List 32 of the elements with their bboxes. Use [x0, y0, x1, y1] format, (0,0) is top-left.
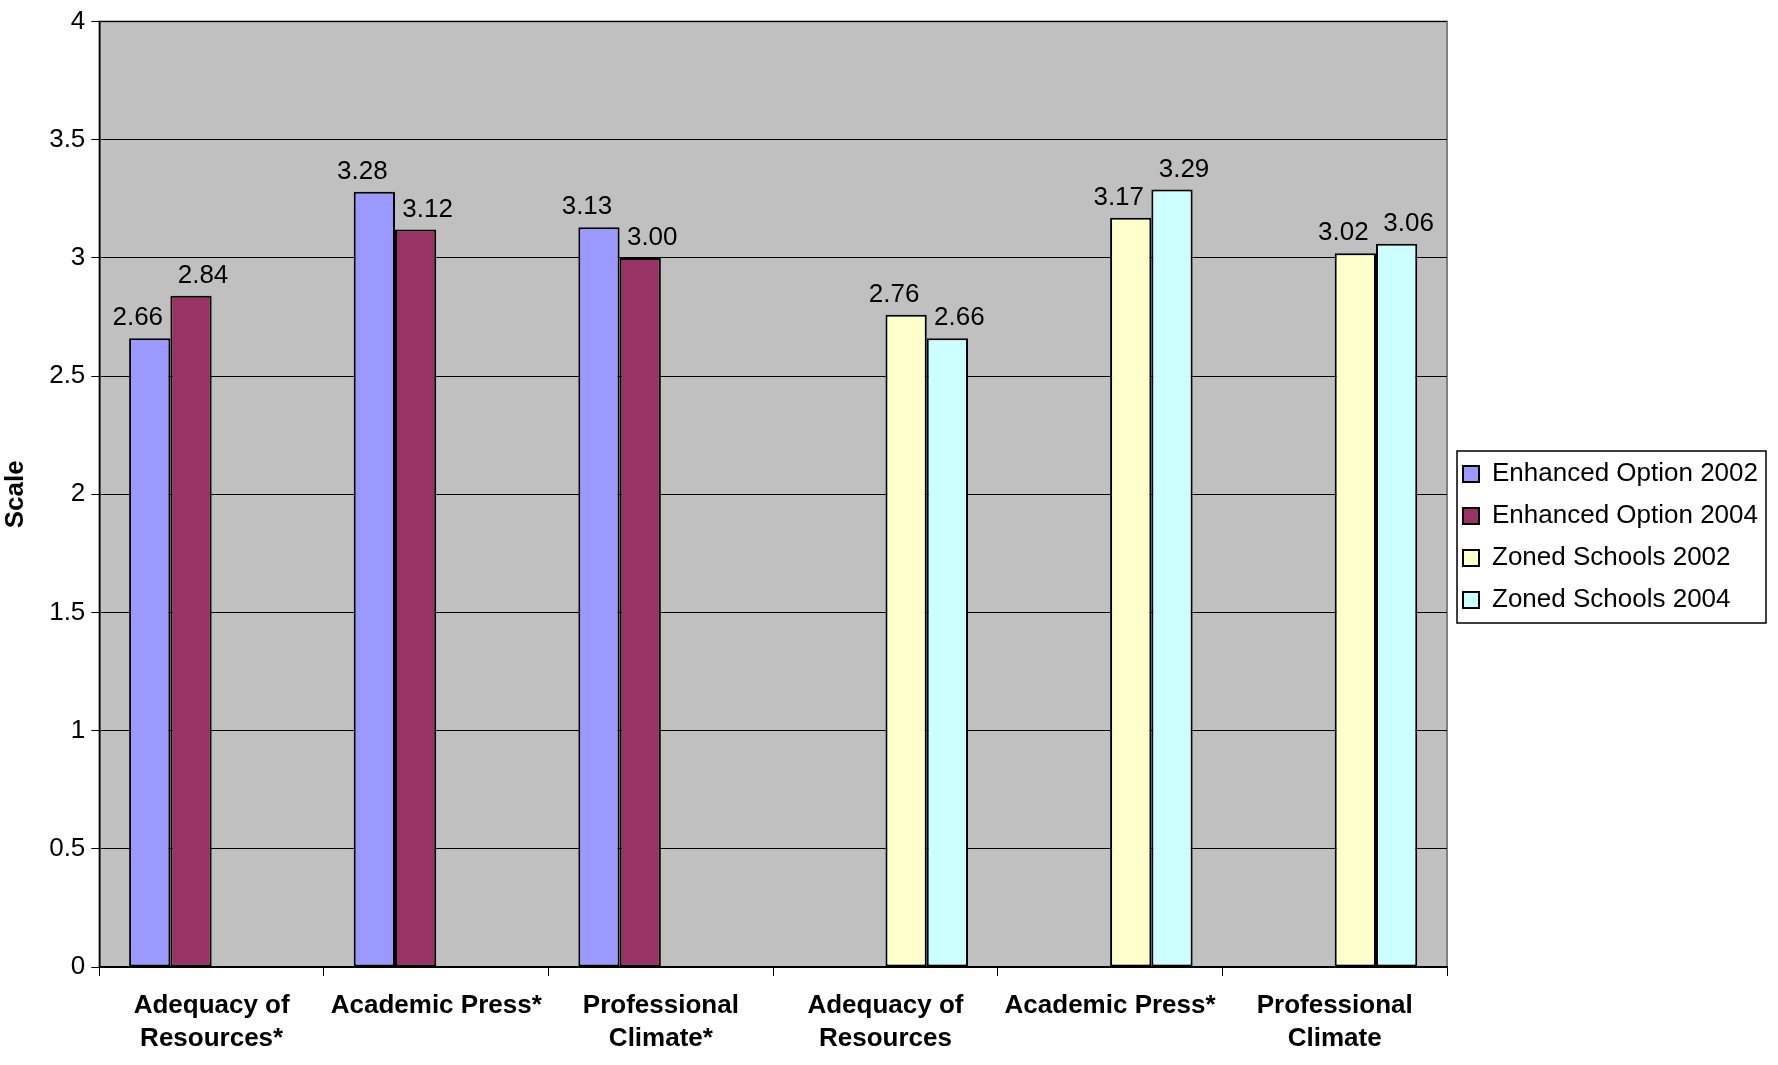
y-tick-label: 3.5 [49, 122, 86, 153]
data-label: 2.66 [934, 301, 985, 332]
legend-label: Enhanced Option 2002 [1492, 457, 1759, 488]
y-tick-label: 2 [70, 477, 86, 508]
x-tick-label: Academic Press* [330, 989, 543, 1020]
y-tick-label: 4 [70, 4, 86, 35]
x-tick-label: Professional Climate [1256, 989, 1413, 1052]
data-label: 3.06 [1383, 206, 1434, 237]
data-label: 2.66 [112, 301, 164, 332]
y-axis-title: Scale [0, 460, 29, 529]
legend-label: Zoned Schools 2002 [1492, 541, 1731, 572]
legend-label: Enhanced Option 2004 [1492, 499, 1759, 530]
x-tick-label: Adequacy of Resources* [133, 989, 290, 1052]
x-tick-label: Academic Press* [1004, 989, 1217, 1020]
data-label: 2.76 [868, 277, 920, 308]
legend-label: Zoned Schools 2004 [1492, 583, 1731, 614]
data-label: 3.17 [1093, 180, 1145, 211]
y-tick-label: 0 [70, 950, 86, 981]
data-label: 3.02 [1318, 216, 1369, 247]
x-tick-label: Professional Climate* [582, 989, 739, 1052]
y-tick-label: 3 [70, 241, 86, 272]
y-tick-label: 0.5 [49, 832, 86, 862]
data-label: 3.12 [402, 192, 453, 223]
data-label: 3.28 [337, 154, 388, 185]
data-label: 3.00 [626, 221, 678, 252]
data-label: 3.29 [1158, 152, 1210, 183]
y-tick-label: 2.5 [49, 359, 86, 390]
x-tick-label: Adequacy of Resources [807, 989, 964, 1052]
data-label: 3.13 [561, 190, 613, 221]
data-label: 2.84 [177, 258, 229, 289]
y-tick-label: 1.5 [49, 595, 86, 626]
y-tick-label: 1 [70, 713, 86, 744]
